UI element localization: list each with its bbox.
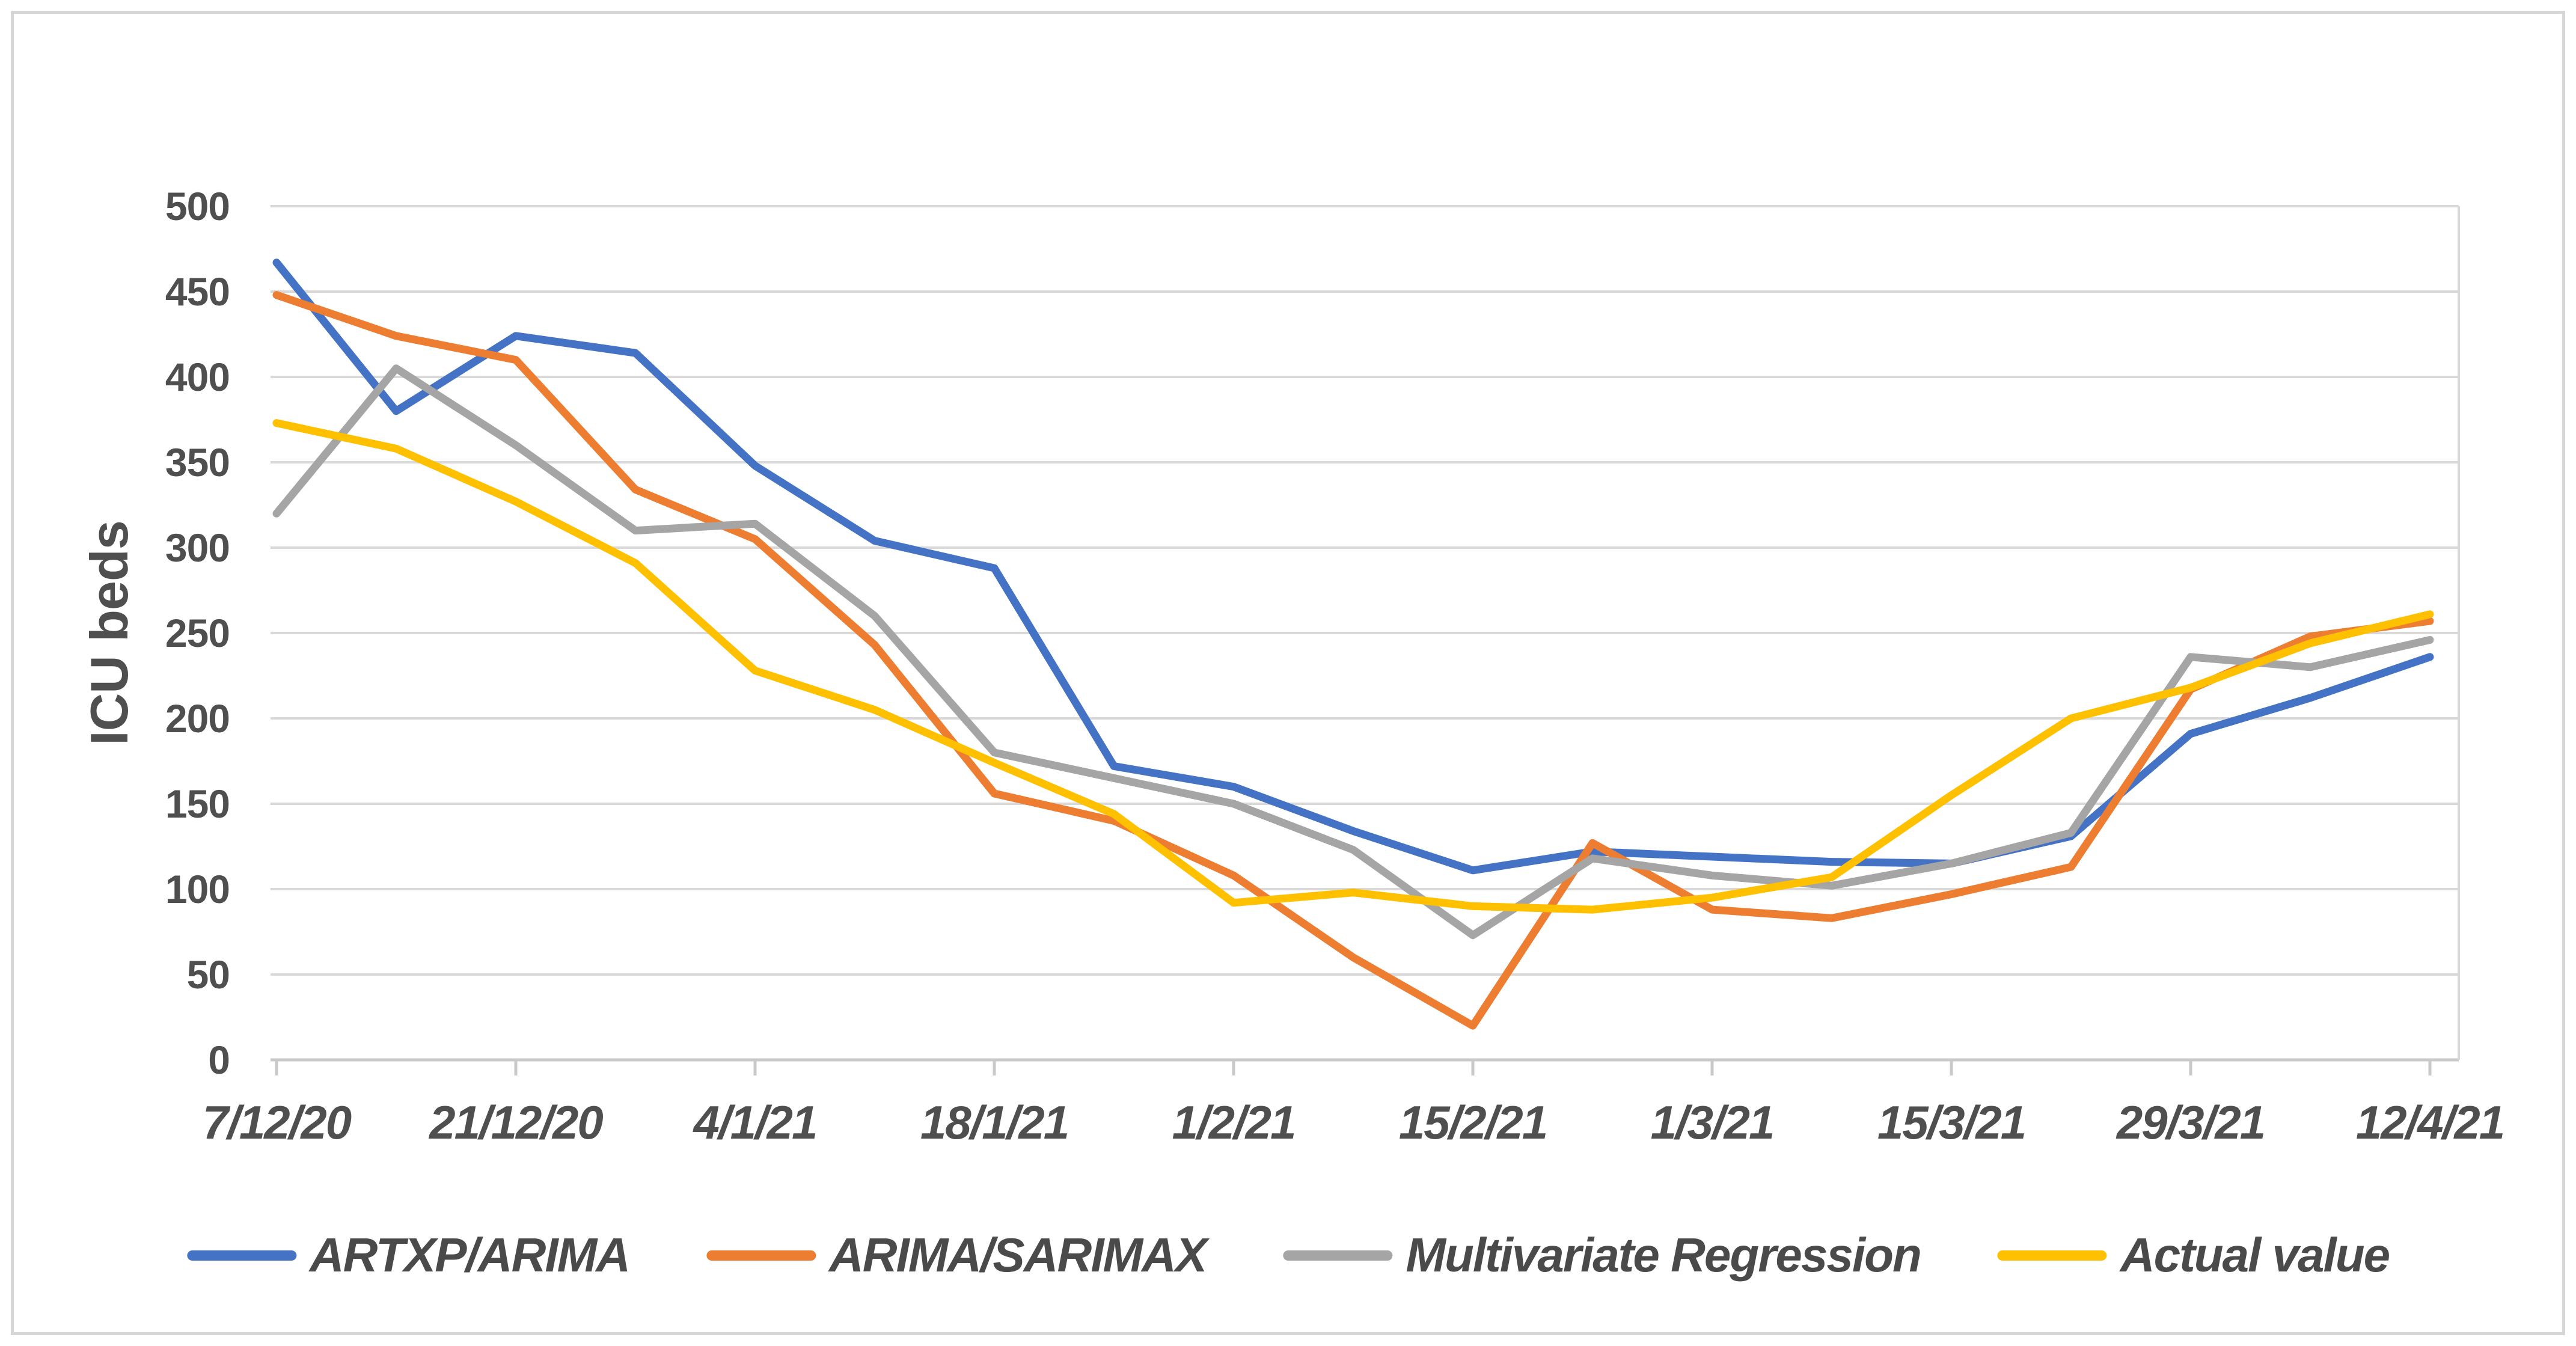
y-tick-label: 350 bbox=[165, 440, 230, 485]
legend-line-swatch bbox=[1283, 1250, 1393, 1261]
y-tick-label: 200 bbox=[165, 696, 230, 741]
x-tick-label: 1/3/21 bbox=[1650, 1096, 1775, 1149]
y-axis-title: ICU beds bbox=[79, 521, 139, 745]
x-tick-label: 12/4/21 bbox=[2355, 1096, 2505, 1149]
y-tick-label: 400 bbox=[165, 355, 230, 399]
chart-legend: ARTXP/ARIMA ARIMA/SARIMAX Multivariate Reg… bbox=[186, 1213, 2390, 1297]
legend-item-arima-sarimax: ARIMA/SARIMAX bbox=[706, 1228, 1207, 1283]
legend-line-swatch bbox=[706, 1250, 816, 1261]
chart-frame-border bbox=[11, 11, 2565, 1335]
y-tick-label: 150 bbox=[165, 782, 230, 826]
legend-label: ARIMA/SARIMAX bbox=[828, 1228, 1207, 1282]
y-tick-label: 250 bbox=[165, 611, 230, 655]
x-tick-label: 15/2/21 bbox=[1398, 1096, 1548, 1149]
series-line-arima-sarimax bbox=[272, 291, 2434, 1030]
x-tick-label: 18/1/21 bbox=[920, 1096, 1069, 1149]
y-tick-label: 500 bbox=[165, 184, 230, 228]
legend-label: Multivariate Regression bbox=[1406, 1228, 1921, 1282]
series-line-multivariate-regression bbox=[272, 364, 2434, 940]
legend-item-actual-value: Actual value bbox=[1997, 1228, 2390, 1283]
series-line-actual-value bbox=[272, 419, 2434, 914]
y-tick-label: 450 bbox=[165, 269, 230, 314]
y-tick-label: 100 bbox=[165, 867, 230, 911]
x-tick-label: 7/12/20 bbox=[202, 1096, 352, 1149]
x-tick-label: 29/3/21 bbox=[2116, 1096, 2266, 1149]
x-tick-label: 21/12/20 bbox=[429, 1096, 604, 1149]
x-tick-label: 15/3/21 bbox=[1877, 1096, 2027, 1149]
y-tick-label: 300 bbox=[165, 525, 230, 570]
y-tick-label: 0 bbox=[208, 1038, 230, 1082]
legend-line-swatch bbox=[186, 1250, 296, 1261]
legend-label: Actual value bbox=[2120, 1228, 2390, 1282]
x-tick-label: 4/1/21 bbox=[693, 1096, 818, 1149]
legend-item-artxp-arima: ARTXP/ARIMA bbox=[186, 1228, 631, 1283]
x-tick-label: 1/2/21 bbox=[1172, 1096, 1297, 1149]
legend-line-swatch bbox=[1997, 1250, 2107, 1261]
legend-label: ARTXP/ARIMA bbox=[309, 1228, 631, 1282]
legend-item-multivariate-regression: Multivariate Regression bbox=[1283, 1228, 1922, 1283]
y-tick-label: 50 bbox=[186, 952, 230, 997]
